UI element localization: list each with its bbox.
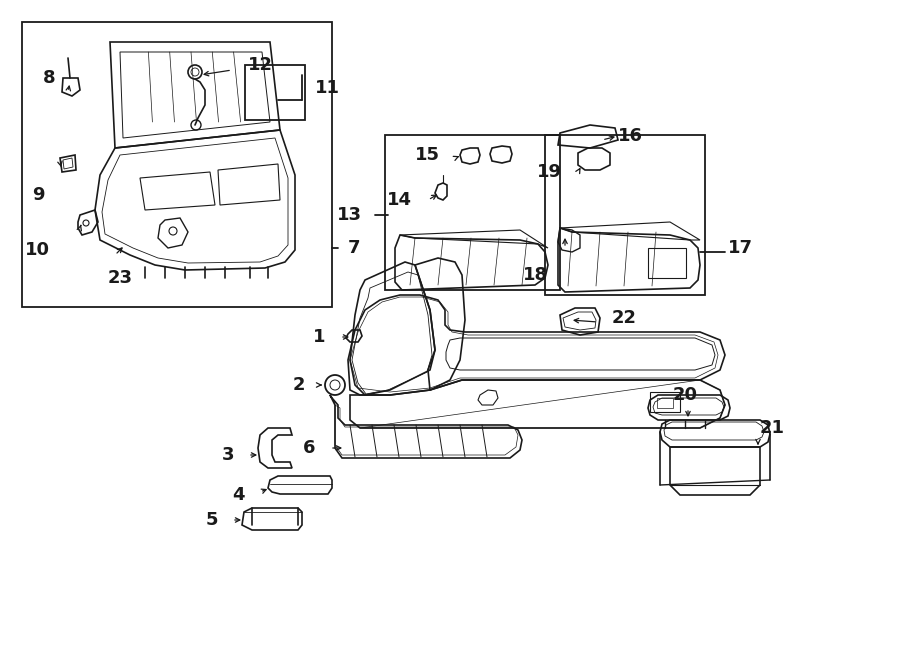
Text: 16: 16 (618, 127, 643, 145)
Text: 20: 20 (672, 386, 698, 404)
Text: 23: 23 (107, 269, 132, 287)
Text: 17: 17 (728, 239, 753, 257)
Bar (650, 392, 680, 412)
Text: 7: 7 (348, 239, 361, 257)
Text: 9: 9 (32, 186, 45, 204)
Text: 4: 4 (232, 486, 245, 504)
Text: 12: 12 (248, 56, 273, 74)
Bar (385, 135, 560, 290)
Text: 2: 2 (292, 376, 305, 394)
Bar (245, 65, 305, 120)
Bar (22, 22, 332, 307)
Text: 11: 11 (315, 79, 340, 97)
Text: 1: 1 (312, 328, 325, 346)
Bar (657, 398, 673, 408)
Text: 14: 14 (387, 191, 412, 209)
Text: 8: 8 (42, 69, 55, 87)
Text: 10: 10 (25, 241, 50, 259)
Bar (648, 248, 686, 278)
Text: 22: 22 (612, 309, 637, 327)
Text: 19: 19 (537, 163, 562, 181)
Bar (545, 135, 705, 295)
Text: 13: 13 (337, 206, 362, 224)
Text: 5: 5 (205, 511, 218, 529)
Text: 15: 15 (415, 146, 440, 164)
Text: 3: 3 (221, 446, 234, 464)
Text: 21: 21 (760, 419, 785, 437)
Text: 18: 18 (523, 266, 548, 284)
Text: 6: 6 (302, 439, 315, 457)
